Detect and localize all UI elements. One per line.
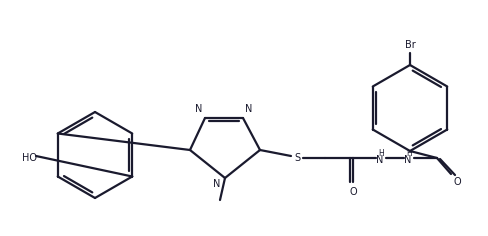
Text: N: N bbox=[195, 104, 202, 114]
Text: H: H bbox=[377, 148, 383, 157]
Text: N: N bbox=[376, 155, 383, 165]
Text: N: N bbox=[213, 179, 220, 189]
Text: O: O bbox=[452, 177, 460, 187]
Text: HO: HO bbox=[22, 153, 37, 163]
Text: Br: Br bbox=[404, 40, 414, 50]
Text: S: S bbox=[293, 153, 300, 163]
Text: H: H bbox=[406, 148, 411, 157]
Text: N: N bbox=[404, 155, 411, 165]
Text: O: O bbox=[348, 187, 356, 197]
Text: N: N bbox=[245, 104, 252, 114]
